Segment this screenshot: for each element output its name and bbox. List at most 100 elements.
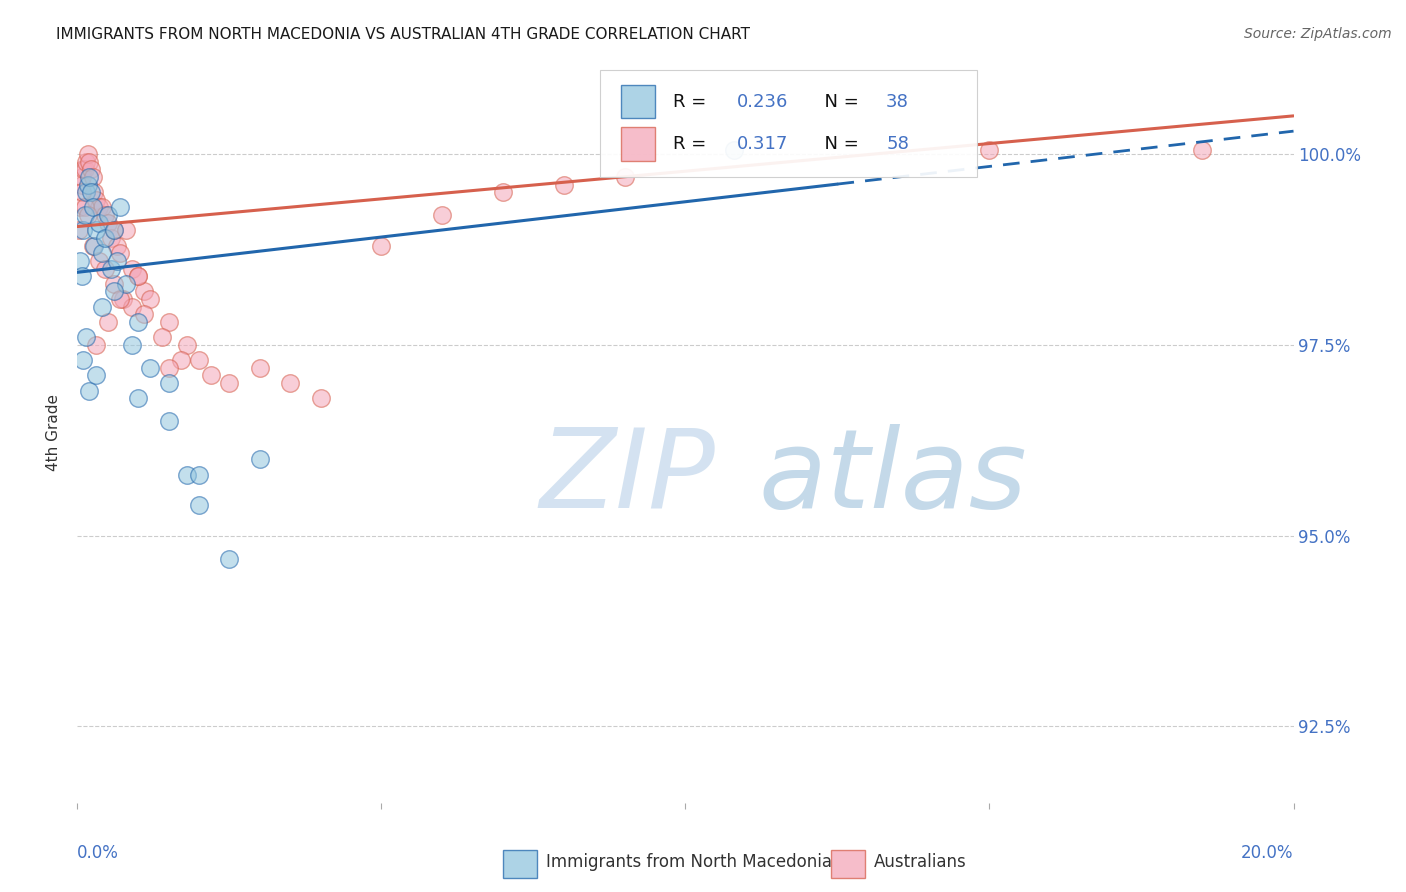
Point: [492, 185, 515, 199]
Point: [100, 231, 122, 245]
Point: [188, 353, 211, 368]
Point: [103, 277, 125, 291]
Bar: [831, 850, 866, 879]
Point: [75, 330, 97, 344]
Point: [218, 551, 240, 566]
Point: [72, 223, 94, 237]
Point: [70, 169, 93, 184]
Point: [1191, 143, 1213, 157]
Point: [103, 285, 125, 299]
Point: [139, 360, 162, 375]
Point: [77, 178, 100, 192]
Point: [84, 223, 107, 237]
Point: [73, 208, 96, 222]
Point: [108, 201, 131, 215]
Point: [69, 201, 91, 215]
Point: [77, 208, 100, 222]
Point: [87, 216, 110, 230]
Point: [157, 315, 180, 329]
Point: [139, 292, 162, 306]
Point: [134, 285, 156, 299]
Point: [111, 292, 134, 306]
Point: [84, 368, 107, 383]
Point: [87, 253, 110, 268]
Point: [176, 338, 198, 352]
Point: [84, 193, 107, 207]
Point: [73, 162, 96, 177]
Point: [121, 300, 143, 314]
Point: [188, 498, 211, 512]
Point: [108, 292, 131, 306]
Point: [70, 178, 93, 192]
Point: [200, 368, 222, 383]
Point: [278, 376, 301, 390]
Point: [152, 330, 174, 344]
Point: [84, 338, 107, 352]
Point: [67, 223, 90, 237]
Point: [79, 169, 101, 184]
Point: [218, 376, 240, 390]
Point: [97, 315, 120, 329]
Point: [72, 353, 94, 368]
Text: N =: N =: [813, 93, 865, 111]
Point: [90, 246, 112, 260]
Point: [79, 384, 101, 398]
Point: [249, 452, 271, 467]
Point: [100, 261, 122, 276]
Text: 0.236: 0.236: [737, 93, 787, 111]
Point: [127, 269, 149, 284]
Bar: [621, 85, 655, 119]
Point: [87, 201, 110, 215]
Point: [70, 269, 93, 284]
Point: [77, 147, 100, 161]
Point: [370, 238, 392, 252]
Text: 0.0%: 0.0%: [77, 844, 120, 862]
Point: [69, 253, 91, 268]
Y-axis label: 4th Grade: 4th Grade: [46, 394, 62, 471]
Point: [127, 391, 149, 405]
Point: [80, 185, 103, 199]
Point: [80, 162, 103, 177]
Point: [553, 178, 575, 192]
Point: [127, 315, 149, 329]
Point: [82, 238, 104, 252]
Point: [75, 154, 97, 169]
Point: [157, 360, 180, 375]
Point: [97, 208, 120, 222]
Point: [430, 208, 453, 222]
Point: [93, 261, 115, 276]
Point: [90, 201, 112, 215]
Point: [613, 169, 636, 184]
Point: [97, 216, 120, 230]
Text: ZIP: ZIP: [540, 424, 716, 531]
Point: [157, 414, 180, 428]
Point: [115, 277, 138, 291]
Text: 38: 38: [886, 93, 908, 111]
Point: [134, 307, 156, 321]
Point: [93, 231, 115, 245]
Text: IMMIGRANTS FROM NORTH MACEDONIA VS AUSTRALIAN 4TH GRADE CORRELATION CHART: IMMIGRANTS FROM NORTH MACEDONIA VS AUSTR…: [56, 27, 751, 42]
Point: [723, 143, 745, 157]
Point: [979, 143, 1001, 157]
Point: [83, 238, 105, 252]
Point: [73, 201, 96, 215]
Point: [127, 269, 149, 284]
FancyBboxPatch shape: [600, 70, 977, 178]
Bar: [503, 850, 537, 879]
Point: [188, 467, 211, 482]
Point: [105, 253, 128, 268]
Point: [72, 162, 94, 177]
Text: 0.317: 0.317: [737, 135, 787, 153]
Point: [105, 238, 128, 252]
Point: [121, 338, 143, 352]
Text: R =: R =: [673, 93, 713, 111]
Point: [176, 467, 198, 482]
Bar: [621, 128, 655, 161]
Point: [157, 376, 180, 390]
Point: [82, 201, 104, 215]
Text: N =: N =: [813, 135, 865, 153]
Point: [249, 360, 271, 375]
Point: [93, 208, 115, 222]
Text: Immigrants from North Macedonia: Immigrants from North Macedonia: [546, 853, 831, 871]
Point: [108, 246, 131, 260]
